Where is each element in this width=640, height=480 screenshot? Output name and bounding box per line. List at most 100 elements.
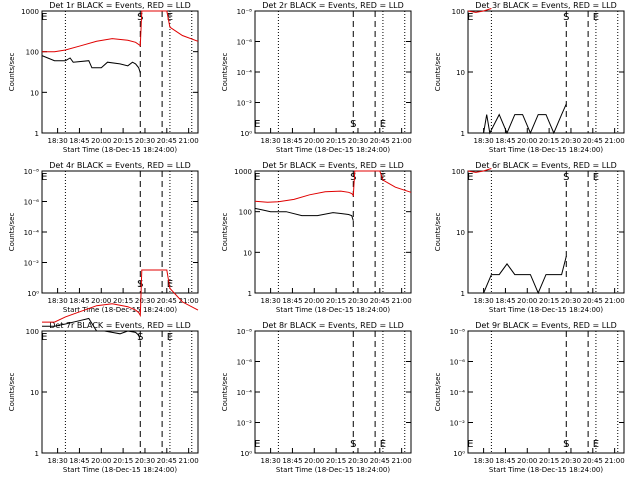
series-events	[42, 317, 141, 341]
x-tick-label: 18:30	[48, 297, 68, 305]
x-tick-label: 20:15	[539, 297, 559, 305]
event-marker-E: E	[380, 119, 386, 130]
y-tick-label: 100	[452, 8, 465, 16]
y-axis-label: Counts/sec	[8, 213, 16, 252]
y-tick-label: 10⁰	[240, 450, 252, 458]
x-tick-label: 20:00	[517, 137, 537, 145]
x-tick-label: 20:45	[370, 137, 390, 145]
event-marker-S: S	[137, 279, 143, 290]
x-tick-label: 20:00	[91, 457, 111, 465]
y-tick-label: 100	[26, 328, 39, 336]
x-tick-label: 20:30	[135, 137, 155, 145]
event-marker-E: E	[41, 12, 47, 23]
x-tick-label: 21:00	[392, 137, 412, 145]
subplot-title: Det 1r BLACK = Events, RED = LLD	[49, 1, 191, 10]
y-tick-label: 1	[461, 130, 465, 138]
series-lld	[467, 8, 492, 13]
x-tick-label: 18:30	[474, 297, 494, 305]
y-tick-label: 10⁰	[27, 290, 39, 298]
x-tick-label: 20:00	[91, 137, 111, 145]
event-marker-S: S	[350, 439, 356, 450]
subplot-title: Det 4r BLACK = Events, RED = LLD	[49, 161, 191, 170]
subplot-title: Det 5r BLACK = Events, RED = LLD	[262, 161, 404, 170]
series-events	[41, 55, 141, 74]
y-tick-label: 10	[30, 89, 39, 97]
series-events	[483, 103, 567, 135]
event-marker-S: S	[137, 12, 143, 23]
y-tick-label: 10	[30, 389, 39, 397]
x-tick-label: 20:45	[370, 297, 390, 305]
subplot-det-6: Det 6r BLACK = Events, RED = LLD 1 10 100 Co…	[434, 161, 625, 314]
x-tick-label: 20:45	[157, 137, 177, 145]
x-tick-label: 18:45	[69, 457, 89, 465]
y-axis-label: Counts/sec	[221, 373, 229, 412]
x-tick-label: 18:30	[474, 457, 494, 465]
x-tick-label: 18:30	[48, 137, 68, 145]
y-tick-label: 100	[26, 49, 39, 57]
subplot-det-3: Det 3r BLACK = Events, RED = LLD 1 10 100 Co…	[434, 1, 625, 154]
event-marker-E: E	[467, 439, 473, 450]
x-tick-label: 20:45	[583, 457, 603, 465]
y-axis-label: Counts/sec	[221, 213, 229, 252]
subplot-title: Det 8r BLACK = Events, RED = LLD	[262, 321, 404, 330]
x-axis-label: Start Time (18-Dec-15 18:24:00)	[276, 306, 390, 314]
x-tick-label: 20:00	[517, 457, 537, 465]
y-tick-label: 10⁻²	[237, 100, 253, 108]
x-tick-label: 18:30	[48, 457, 68, 465]
x-axis-label: Start Time (18-Dec-15 18:24:00)	[276, 146, 390, 154]
series-lld	[42, 10, 199, 53]
series-events	[254, 207, 354, 221]
event-marker-E: E	[41, 172, 47, 183]
x-tick-label: 21:00	[392, 297, 412, 305]
event-marker-E: E	[467, 12, 473, 23]
x-tick-label: 20:45	[583, 137, 603, 145]
subplot-det-8: Det 8r BLACK = Events, RED = LLD 10⁰ 10⁻² 1…	[221, 321, 412, 474]
subplot-det-1: Det 1r BLACK = Events, RED = LLD 1 10 100 10…	[8, 1, 199, 154]
y-tick-label: 10	[456, 229, 465, 237]
x-tick-label: 20:00	[304, 137, 324, 145]
x-tick-label: 18:45	[282, 457, 302, 465]
x-tick-label: 20:45	[583, 297, 603, 305]
event-marker-E: E	[254, 119, 260, 130]
series-lld	[467, 168, 492, 173]
y-axis-label: Counts/sec	[434, 373, 442, 412]
y-tick-label: 10	[456, 69, 465, 77]
x-axis-label: Start Time (18-Dec-15 18:24:00)	[63, 146, 177, 154]
x-tick-label: 20:15	[113, 457, 133, 465]
x-tick-label: 21:00	[605, 297, 625, 305]
y-tick-label: 10⁻²	[24, 260, 40, 268]
y-tick-label: 10⁰	[453, 450, 465, 458]
x-tick-label: 20:30	[348, 297, 368, 305]
series-lld	[42, 269, 199, 323]
event-marker-E: E	[467, 172, 473, 183]
y-tick-label: 10⁻⁴	[450, 389, 466, 397]
event-marker-S: S	[350, 119, 356, 130]
x-tick-label: 18:45	[282, 137, 302, 145]
x-tick-label: 18:45	[495, 297, 515, 305]
x-tick-label: 20:30	[135, 457, 155, 465]
subplot-title: Det 9r BLACK = Events, RED = LLD	[475, 321, 617, 330]
series-events	[483, 256, 567, 295]
y-tick-label: 10⁻²	[237, 420, 253, 428]
y-tick-label: 10⁻⁸	[24, 168, 40, 176]
y-tick-label: 1	[35, 130, 39, 138]
y-tick-label: 10⁻⁶	[24, 199, 40, 207]
y-tick-label: 10⁻⁶	[237, 359, 253, 367]
y-axis-label: Counts/sec	[8, 53, 16, 92]
y-tick-label: 10⁻⁴	[237, 389, 253, 397]
x-tick-label: 20:00	[517, 297, 537, 305]
x-axis-label: Start Time (18-Dec-15 18:24:00)	[276, 466, 390, 474]
subplot-det-5: Det 5r BLACK = Events, RED = LLD 1 10 100 10…	[221, 161, 412, 314]
x-tick-label: 18:45	[282, 297, 302, 305]
y-tick-label: 10⁰	[240, 130, 252, 138]
y-tick-label: 10⁻²	[450, 420, 466, 428]
subplot-det-4: Det 4r BLACK = Events, RED = LLD 10⁰ 10⁻² 1…	[8, 161, 199, 314]
x-tick-label: 20:15	[113, 137, 133, 145]
x-axis-label: Start Time (18-Dec-15 18:24:00)	[489, 146, 603, 154]
y-tick-label: 10⁻⁶	[237, 39, 253, 47]
x-tick-label: 20:45	[157, 457, 177, 465]
x-tick-label: 20:45	[157, 297, 177, 305]
y-tick-label: 10	[243, 249, 252, 257]
